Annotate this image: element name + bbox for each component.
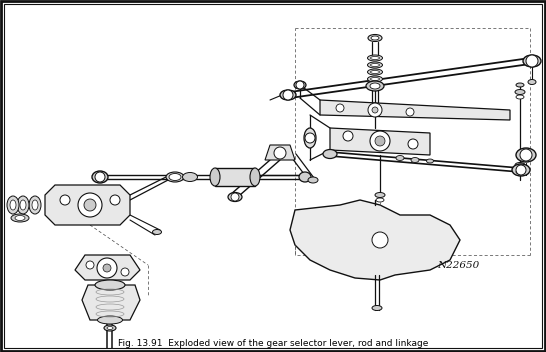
Circle shape [274, 147, 286, 159]
Ellipse shape [516, 95, 524, 99]
Circle shape [343, 131, 353, 141]
Circle shape [526, 55, 538, 67]
Circle shape [283, 90, 293, 100]
Ellipse shape [250, 168, 260, 186]
Ellipse shape [228, 193, 242, 201]
Ellipse shape [152, 230, 162, 234]
Circle shape [408, 139, 418, 149]
Text: N22650: N22650 [437, 261, 479, 270]
Ellipse shape [166, 172, 184, 182]
Ellipse shape [368, 34, 382, 42]
Polygon shape [265, 145, 295, 160]
Bar [215, 168, 255, 186]
Ellipse shape [371, 63, 379, 67]
Circle shape [370, 131, 390, 151]
Ellipse shape [523, 55, 541, 67]
Polygon shape [330, 128, 430, 155]
Ellipse shape [29, 196, 41, 214]
Ellipse shape [426, 159, 434, 163]
Ellipse shape [95, 280, 125, 290]
Ellipse shape [323, 150, 337, 158]
Circle shape [305, 133, 315, 143]
Ellipse shape [299, 172, 311, 182]
Ellipse shape [516, 170, 524, 174]
Ellipse shape [11, 214, 29, 222]
Ellipse shape [411, 157, 419, 163]
Circle shape [372, 232, 388, 248]
Ellipse shape [370, 83, 380, 89]
Ellipse shape [528, 80, 536, 84]
Circle shape [372, 107, 378, 113]
Text: Fig. 13.91  Exploded view of the gear selector lever, rod and linkage: Fig. 13.91 Exploded view of the gear sel… [118, 339, 428, 348]
Polygon shape [320, 100, 510, 120]
Ellipse shape [15, 215, 25, 220]
Ellipse shape [20, 200, 26, 210]
Ellipse shape [371, 70, 379, 74]
Ellipse shape [371, 57, 379, 59]
Ellipse shape [396, 156, 404, 161]
Ellipse shape [515, 89, 525, 94]
Circle shape [336, 104, 344, 112]
Circle shape [86, 261, 94, 269]
Circle shape [368, 103, 382, 117]
Ellipse shape [369, 107, 381, 113]
Circle shape [78, 193, 102, 217]
Ellipse shape [367, 76, 383, 82]
Circle shape [103, 264, 111, 272]
Ellipse shape [367, 62, 383, 68]
Circle shape [84, 199, 96, 211]
Circle shape [296, 81, 304, 89]
Polygon shape [82, 285, 140, 320]
Ellipse shape [376, 198, 384, 202]
Ellipse shape [10, 200, 16, 210]
Polygon shape [75, 255, 140, 280]
Ellipse shape [294, 81, 306, 89]
Polygon shape [45, 185, 130, 225]
Ellipse shape [210, 168, 220, 186]
Ellipse shape [280, 90, 296, 100]
Ellipse shape [516, 148, 536, 162]
Ellipse shape [366, 81, 384, 91]
Polygon shape [290, 200, 460, 280]
Ellipse shape [367, 55, 383, 61]
Ellipse shape [17, 196, 29, 214]
Circle shape [97, 258, 117, 278]
Circle shape [95, 172, 105, 182]
Circle shape [121, 268, 129, 276]
Ellipse shape [367, 69, 383, 75]
Circle shape [520, 149, 532, 161]
Ellipse shape [308, 177, 318, 183]
Ellipse shape [182, 172, 198, 182]
Ellipse shape [516, 83, 524, 87]
Ellipse shape [515, 163, 525, 168]
Circle shape [110, 195, 120, 205]
Ellipse shape [512, 164, 530, 176]
Ellipse shape [107, 327, 113, 329]
Ellipse shape [169, 174, 181, 181]
Ellipse shape [371, 36, 379, 40]
Ellipse shape [7, 196, 19, 214]
Circle shape [375, 136, 385, 146]
Ellipse shape [98, 316, 122, 324]
Ellipse shape [372, 306, 382, 310]
Circle shape [60, 195, 70, 205]
Circle shape [406, 108, 414, 116]
Circle shape [231, 193, 239, 201]
Ellipse shape [375, 193, 385, 197]
Ellipse shape [104, 325, 116, 331]
Ellipse shape [371, 77, 379, 81]
Circle shape [516, 165, 526, 175]
Ellipse shape [32, 200, 38, 210]
Ellipse shape [304, 128, 316, 148]
Ellipse shape [92, 171, 108, 183]
